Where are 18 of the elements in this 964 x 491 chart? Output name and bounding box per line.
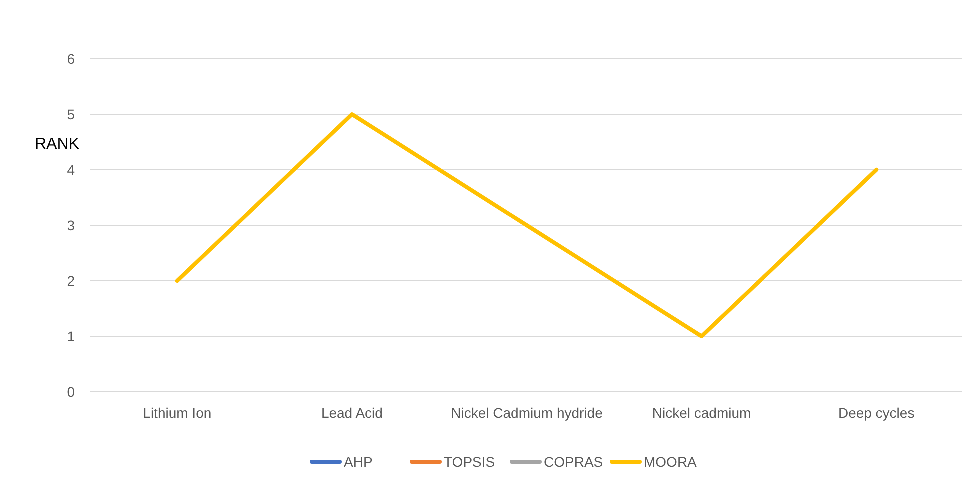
y-tick-label: 6 — [67, 50, 76, 67]
line-series — [175, 112, 879, 338]
legend-label: TOPSIS — [444, 454, 496, 470]
legend-label: COPRAS — [544, 454, 604, 470]
y-axis-title: RANK — [35, 136, 80, 153]
x-tick-label: Deep cycles — [838, 405, 915, 421]
y-tick-label: 1 — [67, 328, 76, 344]
x-tick-label: Nickel Cadmium hydride — [451, 405, 604, 421]
legend-label: MOORA — [644, 454, 698, 470]
y-tick-label: 4 — [67, 162, 76, 178]
x-tick-label: Lead Acid — [321, 405, 383, 421]
y-tick-label: 3 — [67, 217, 76, 234]
y-tick-label: 0 — [67, 384, 76, 400]
x-tick-label: Lithium Ion — [143, 405, 212, 421]
x-tick-label: Nickel cadmium — [652, 405, 752, 421]
y-tick-label: 5 — [67, 106, 76, 122]
legend-label: AHP — [344, 454, 373, 470]
y-tick-label: 2 — [67, 272, 76, 289]
